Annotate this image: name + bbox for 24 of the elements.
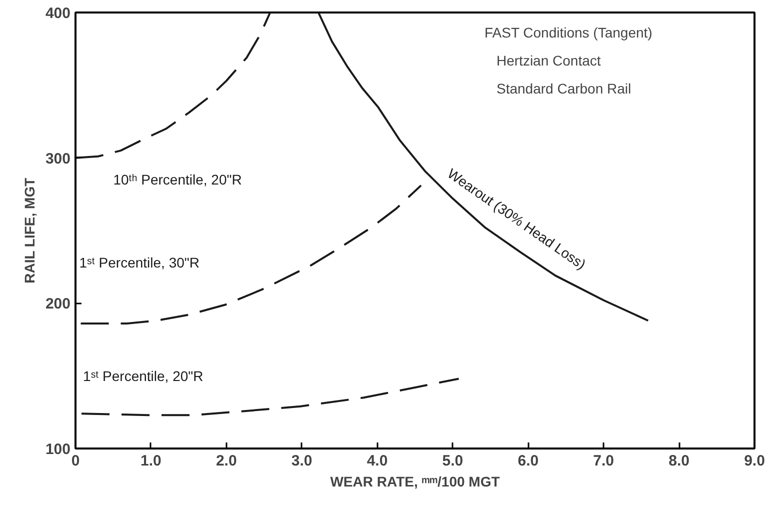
x-tick-label: 1.0: [140, 452, 162, 470]
y-tick-label: 200: [45, 296, 71, 313]
y-tick-label: 400: [45, 5, 71, 22]
y-axis-title: RAIL LIFE, MGT: [21, 177, 38, 284]
x-tick-label: 0: [71, 452, 80, 470]
annotation: Standard Carbon Rail: [496, 80, 632, 96]
annotation: FAST Conditions (Tangent): [484, 24, 652, 40]
x-tick-label: 9.0: [744, 452, 765, 470]
text: 1ˢᵗ Percentile, 20"R: [83, 368, 204, 384]
text: 1ˢᵗ Percentile, 30"R: [79, 254, 200, 270]
x-tick-label: 7.0: [593, 452, 614, 470]
line-series: [76, 12, 272, 159]
annotation: Hertzian Contact: [496, 52, 601, 68]
line-series: [317, 12, 650, 322]
x-tick-label: 2.0: [216, 452, 237, 470]
x-tick-label: 5.0: [442, 452, 464, 470]
series-label: 10ᵗʰ Percentile, 20"R: [113, 172, 242, 188]
x-tick-label: 4.0: [366, 452, 388, 470]
x-axis-title: WEAR RATE, ᵐᵐ/100 MGT: [330, 474, 500, 490]
y-tick-label: 100: [45, 441, 71, 458]
x-tick-label: 8.0: [668, 452, 690, 470]
x-tick-label: 6.0: [518, 452, 539, 470]
y-tick-label: 300: [45, 150, 71, 168]
x-tick-label: 3.0: [291, 452, 312, 470]
